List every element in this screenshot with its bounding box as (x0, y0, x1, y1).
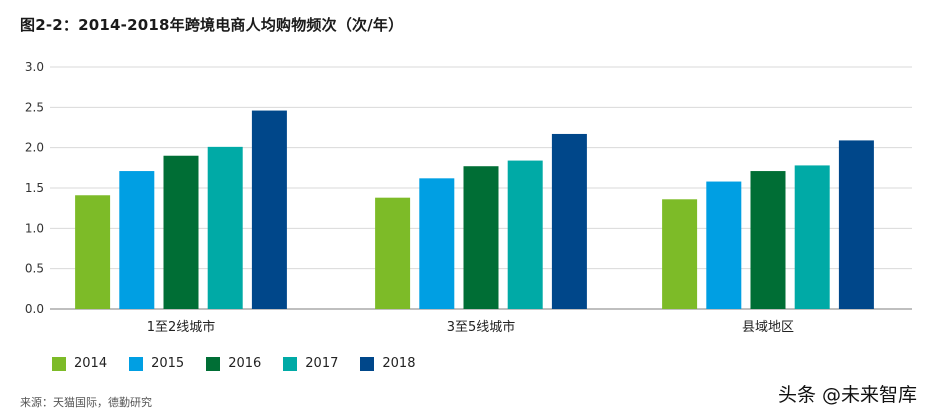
bars (75, 110, 874, 309)
bar-2015 (419, 178, 455, 309)
bar-2015 (119, 171, 155, 309)
legend-item-2016: 2016 (206, 356, 261, 371)
legend-item-2015: 2015 (129, 356, 184, 371)
bar-2016 (163, 155, 199, 309)
bar-2014 (75, 195, 111, 309)
bar-2017 (207, 146, 243, 309)
y-tick-label: 3.0 (25, 60, 44, 74)
bar-2018 (251, 110, 287, 309)
bar-2015 (706, 181, 742, 309)
y-tick-label: 2.0 (25, 141, 44, 155)
legend-swatch (206, 356, 221, 371)
bar-2017 (794, 165, 830, 309)
chart-title: 图2-2：2014-2018年跨境电商人均购物频次（次/年） (20, 16, 404, 34)
legend-swatch (360, 356, 375, 371)
legend-label: 2017 (305, 356, 339, 371)
bar-2018 (551, 133, 587, 309)
legend-label: 2015 (151, 356, 185, 371)
bar-2016 (463, 166, 499, 309)
bar-2014 (662, 199, 698, 309)
bar-2017 (507, 160, 543, 309)
x-category-label: 3至5线城市 (447, 319, 516, 335)
bar-2018 (838, 140, 874, 309)
bar-2016 (750, 171, 786, 309)
legend-label: 2014 (74, 356, 108, 371)
legend-item-2018: 2018 (360, 356, 415, 371)
legend-item-2017: 2017 (283, 356, 338, 371)
x-category-label: 1至2线城市 (147, 319, 216, 335)
bar-chart: 0.0 0.5 1.0 1.5 2.0 2.5 3.0 1至2线城市 3至5线城市 县域地区 (25, 60, 912, 335)
y-tick-label: 0.0 (25, 302, 44, 316)
legend: 2014 2015 2016 2017 2018 (52, 356, 415, 371)
x-axis-labels: 1至2线城市 3至5线城市 县域地区 (147, 319, 794, 335)
y-tick-label: 2.5 (25, 100, 44, 114)
legend-label: 2018 (382, 356, 416, 371)
legend-swatch (52, 356, 66, 371)
legend-item-2014: 2014 (52, 356, 107, 371)
watermark: 头条 @未来智库 (777, 384, 917, 406)
y-axis-ticks: 0.0 0.5 1.0 1.5 2.0 2.5 3.0 (25, 60, 44, 316)
bar-2014 (375, 197, 411, 309)
legend-swatch (283, 356, 298, 371)
x-category-label: 县域地区 (742, 320, 794, 335)
legend-swatch (129, 356, 144, 371)
y-tick-label: 1.0 (25, 221, 44, 235)
y-tick-label: 0.5 (25, 262, 44, 276)
source-note: 来源：天猫国际，德勤研究 (20, 396, 152, 409)
legend-label: 2016 (228, 356, 262, 371)
y-tick-label: 1.5 (25, 181, 44, 195)
